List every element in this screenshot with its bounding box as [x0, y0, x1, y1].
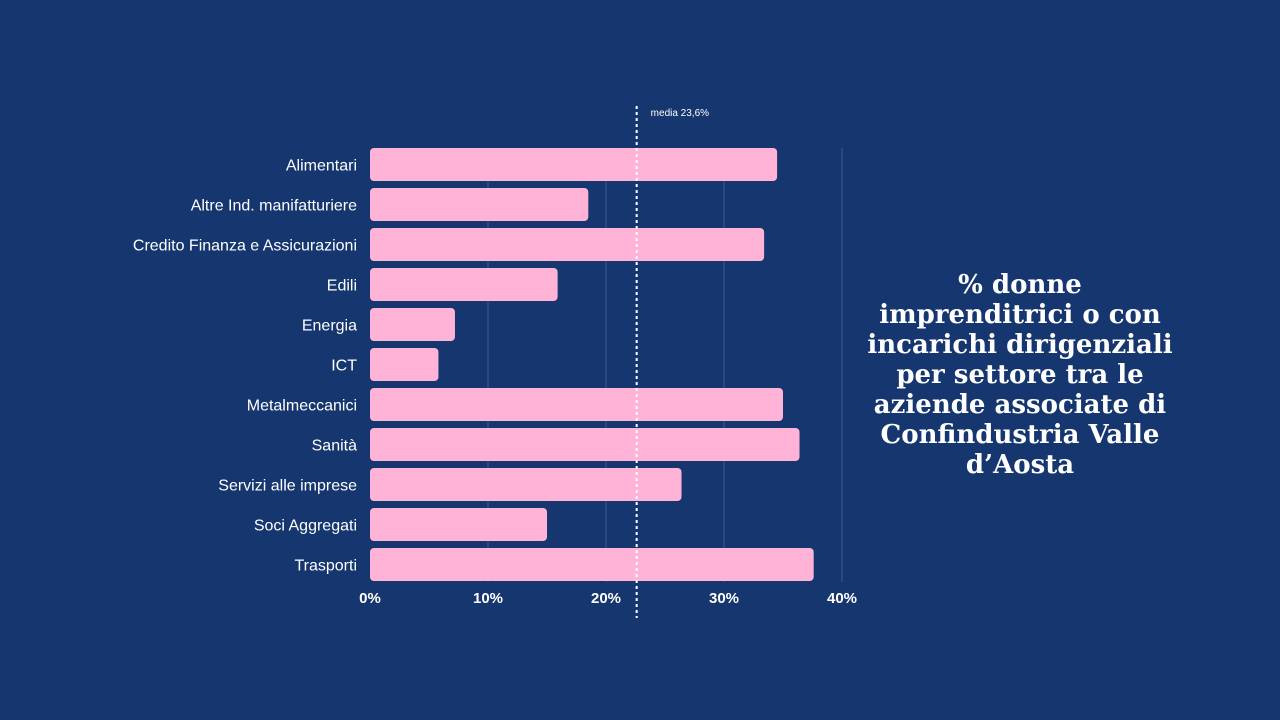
x-tick-label: 10% [473, 590, 503, 607]
bar [370, 308, 455, 341]
bar [370, 508, 547, 541]
bar [370, 428, 800, 461]
bar [370, 188, 589, 221]
bar [370, 468, 682, 501]
bar [370, 268, 558, 301]
chart-title: % donne imprenditrici o con incarichi di… [867, 270, 1173, 480]
category-label: Altre Ind. manifatturiere [191, 198, 357, 215]
category-label: Servizi alle imprese [218, 478, 357, 495]
category-label: Soci Aggregati [254, 518, 357, 535]
category-labels: Alimentari Altre Ind. manifatturiere Credi… [133, 158, 357, 575]
average-reference: media 23,6% [635, 106, 709, 618]
bar [370, 148, 778, 181]
category-label: Credito Finanza e Assicurazioni [133, 238, 357, 255]
category-label: Metalmeccanici [247, 398, 357, 415]
category-label: ICT [331, 358, 357, 375]
x-axis-tick-labels: 0% 10% 20% 30% 40% [359, 590, 857, 607]
bar [370, 388, 783, 421]
category-label: Edili [327, 278, 357, 295]
bars [370, 148, 814, 581]
average-label: media 23,6% [651, 108, 709, 119]
bar [370, 548, 814, 581]
bar [370, 228, 765, 261]
category-label: Alimentari [286, 158, 357, 175]
category-label: Sanità [312, 438, 357, 455]
x-tick-label: 40% [827, 590, 857, 607]
x-tick-label: 30% [709, 590, 739, 607]
x-tick-label: 0% [359, 590, 381, 607]
category-label: Trasporti [294, 558, 357, 575]
x-tick-label: 20% [591, 590, 621, 607]
category-label: Energia [302, 318, 357, 335]
bar [370, 348, 439, 381]
